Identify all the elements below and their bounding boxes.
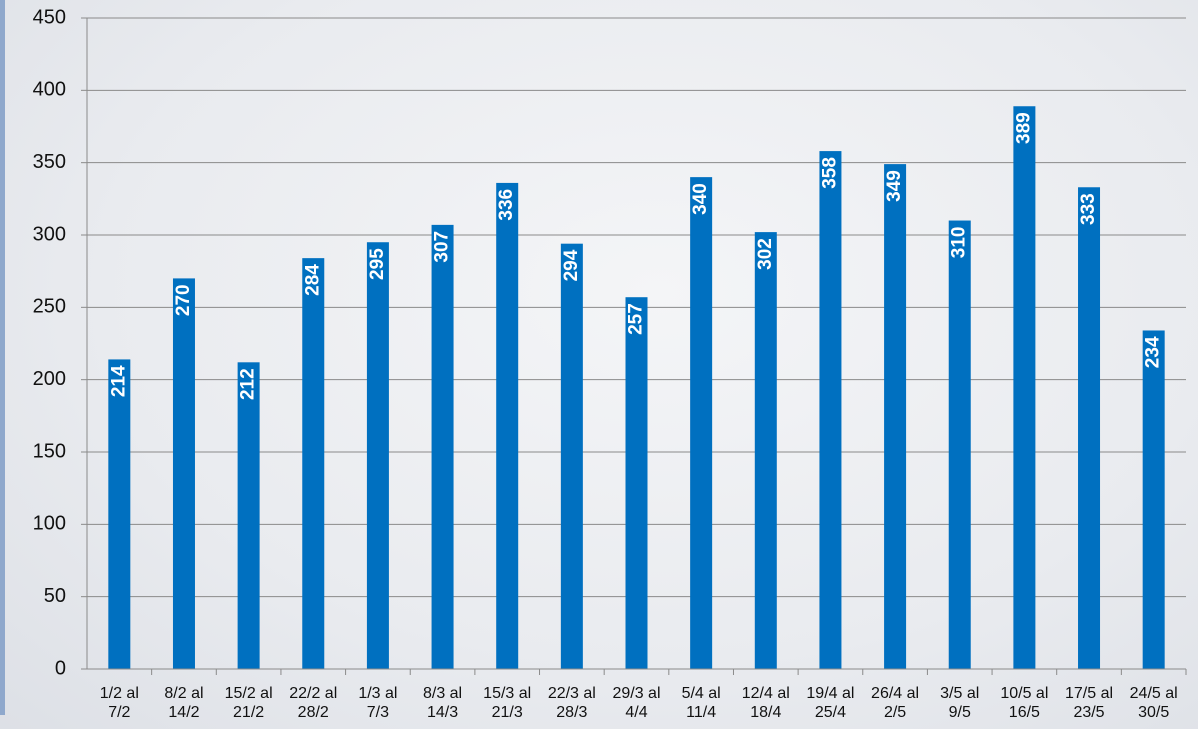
x-tick-label: 19/4 al 25/4	[806, 685, 855, 721]
bar	[754, 232, 777, 669]
bar	[496, 182, 519, 670]
y-tick-label: 150	[33, 440, 66, 462]
bar	[302, 258, 325, 669]
bar	[884, 164, 907, 669]
y-tick-label: 200	[33, 368, 66, 390]
x-tick-label: 1/3 al 7/3	[358, 685, 398, 721]
data-label: 310	[949, 227, 970, 259]
bar	[1142, 330, 1165, 669]
x-tick-label: 26/4 al 2/5	[871, 685, 920, 721]
bar	[560, 243, 583, 669]
x-tick-label: 10/5 al 16/5	[1000, 685, 1049, 721]
x-tick-label: 15/2 al 21/2	[224, 685, 273, 721]
x-tick-label: 3/5 al 9/5	[940, 685, 980, 721]
data-label: 358	[819, 157, 840, 189]
data-label: 349	[884, 170, 905, 202]
bar	[172, 278, 195, 669]
data-label: 284	[302, 264, 323, 296]
x-tick-label: 24/5 al 30/5	[1129, 685, 1178, 721]
data-label: 212	[238, 368, 259, 400]
data-label: 340	[690, 183, 711, 215]
y-tick-label: 350	[33, 151, 66, 173]
bar	[948, 220, 971, 670]
bar	[1078, 187, 1101, 669]
x-tick-label: 8/2 al 14/2	[164, 685, 204, 721]
x-tick-label: 12/4 al 18/4	[741, 685, 790, 721]
bar	[366, 242, 389, 669]
x-tick-label: 22/3 al 28/3	[547, 685, 596, 721]
frame-edge	[0, 0, 5, 715]
y-tick-label: 300	[33, 223, 66, 245]
data-label: 270	[173, 284, 194, 316]
bar	[1013, 106, 1036, 670]
y-tick-label: 0	[55, 657, 66, 679]
y-tick-label: 450	[33, 6, 66, 28]
bar	[625, 297, 648, 669]
data-label: 294	[561, 249, 582, 281]
x-tick-label: 5/4 al 11/4	[681, 685, 721, 721]
x-tick-label: 8/3 al 14/3	[422, 685, 463, 721]
data-label: 307	[432, 231, 453, 263]
data-label: 295	[367, 248, 388, 280]
x-tick-label: 15/3 al 21/3	[483, 685, 532, 721]
bar	[819, 151, 842, 670]
data-label: 234	[1143, 336, 1164, 368]
bar	[690, 177, 713, 669]
data-label: 389	[1013, 112, 1034, 144]
bar	[237, 362, 260, 669]
data-label: 302	[755, 238, 776, 270]
x-tick-label: 1/2 al 7/2	[99, 685, 139, 721]
bar	[108, 359, 131, 669]
y-tick-label: 250	[33, 296, 66, 318]
y-tick-label: 50	[44, 585, 66, 607]
data-label: 214	[108, 365, 129, 397]
y-tick-label: 400	[33, 79, 66, 101]
y-tick-label: 100	[33, 513, 66, 535]
data-label: 333	[1078, 193, 1099, 225]
data-label: 336	[496, 189, 517, 221]
x-tick-label: 17/5 al 23/5	[1064, 685, 1114, 721]
data-label: 257	[626, 303, 647, 335]
bar	[431, 224, 454, 669]
x-tick-label: 29/3 al 4/4	[612, 685, 661, 721]
x-tick-label: 22/2 al 28/2	[289, 685, 338, 721]
